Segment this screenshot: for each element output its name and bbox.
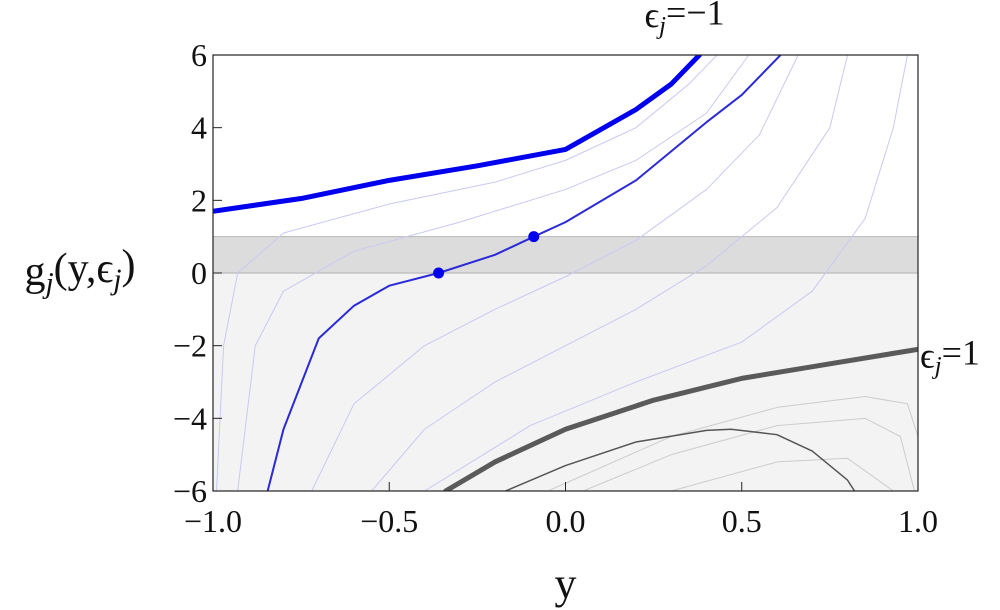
- curve: [371, 55, 848, 491]
- curve-annotation: ϵj=1: [920, 333, 980, 380]
- subscript: j: [41, 267, 53, 299]
- curve: [582, 417, 915, 491]
- marker-point: [528, 231, 540, 243]
- text-part: =1: [942, 333, 980, 373]
- y-tick-label: −6: [173, 473, 207, 509]
- shaded-band: [213, 236, 918, 274]
- curve: [547, 396, 918, 491]
- curve: [670, 457, 894, 491]
- text-part: ϵ: [644, 0, 659, 35]
- x-tick-label: −1.0: [184, 503, 242, 539]
- text-part: =−1: [666, 0, 725, 32]
- shaded-band: [213, 272, 918, 491]
- subscript: j: [656, 12, 666, 39]
- y-tick-label: 2: [191, 182, 207, 218]
- x-tick-label: 0.5: [722, 503, 762, 539]
- y-tick-label: 4: [191, 110, 207, 146]
- x-tick-label: 0.0: [546, 503, 586, 539]
- text-part: (y,ϵ: [54, 246, 114, 292]
- text-part: ): [122, 243, 136, 289]
- curve: [216, 55, 718, 491]
- curve: [424, 55, 908, 491]
- curve: [443, 346, 918, 491]
- x-tick-label: 1.0: [898, 503, 938, 539]
- curve: [504, 428, 856, 491]
- curve-annotation: ϵj=−1: [644, 0, 724, 39]
- text-part: ϵ: [920, 335, 935, 375]
- marker-point: [433, 267, 445, 279]
- subscript: j: [932, 353, 942, 380]
- y-tick-label: 6: [191, 37, 207, 73]
- curve: [213, 55, 702, 214]
- text-part: g: [24, 249, 45, 295]
- y-axis-label: gj(y,ϵj): [24, 243, 135, 300]
- y-tick-label: −4: [173, 400, 207, 436]
- y-tick-label: 0: [191, 255, 207, 291]
- plot-area: [213, 55, 918, 491]
- x-tick-label: −0.5: [360, 503, 418, 539]
- y-tick-label: −2: [173, 328, 207, 364]
- x-axis-label: y: [555, 559, 577, 608]
- subscript: j: [109, 264, 121, 296]
- curve: [237, 55, 750, 491]
- curve: [266, 55, 782, 491]
- curve: [311, 55, 799, 491]
